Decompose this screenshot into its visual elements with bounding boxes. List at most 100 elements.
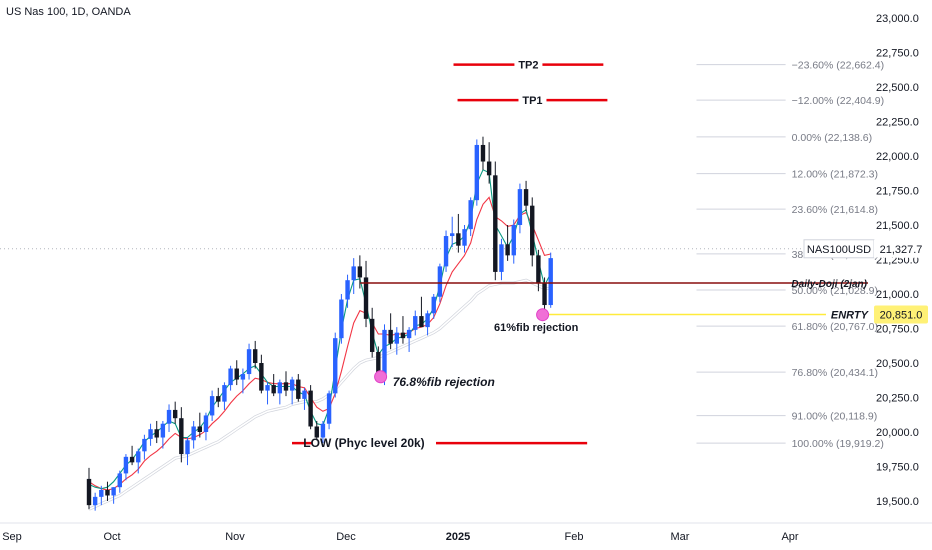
- x-tick-label: Apr: [781, 531, 798, 543]
- candle-body: [86, 478, 92, 506]
- candle-body: [376, 351, 381, 377]
- candle-body: [99, 489, 104, 497]
- annotation-label: 76.8%fib rejection: [393, 375, 495, 389]
- candle-body: [234, 368, 239, 380]
- candle-body: [462, 229, 467, 246]
- candle-body: [314, 426, 319, 438]
- x-tick-label: Mar: [671, 531, 690, 543]
- candle-body: [511, 225, 516, 256]
- y-tick-label: 23,000.0: [876, 13, 919, 25]
- x-tick-label: Dec: [336, 531, 356, 543]
- candle-body: [308, 390, 313, 427]
- fib-level-label: 23.60% (21,614.8): [792, 204, 878, 216]
- fib-level-label: 0.00% (22,138.6): [792, 132, 873, 144]
- candle-body: [142, 438, 147, 452]
- candle-body: [136, 451, 141, 463]
- candle-body: [154, 429, 159, 438]
- candle-body: [240, 374, 246, 380]
- candle-body: [517, 189, 523, 225]
- candle-body: [197, 426, 203, 432]
- candle-body: [296, 379, 301, 399]
- candle-body: [209, 396, 215, 416]
- fib-level-label: 50.00% (21,028.9): [792, 285, 878, 297]
- y-tick-label: 20,250.0: [876, 393, 919, 405]
- ema-slow-line: [88, 279, 551, 511]
- y-tick-label: 21,750.0: [876, 186, 919, 198]
- candle-body: [216, 396, 221, 402]
- candle-body: [542, 282, 547, 306]
- candle-body: [191, 426, 196, 441]
- y-tick-label: 22,000.0: [876, 151, 919, 163]
- candle-body: [394, 332, 399, 344]
- tp-label: TP2: [518, 60, 538, 72]
- last-price-label: 21,327.7: [880, 244, 923, 256]
- candle-body: [172, 409, 178, 419]
- candle-body: [320, 423, 326, 438]
- candle-body: [406, 329, 412, 339]
- candle-body: [265, 385, 270, 391]
- y-tick-label: 20,750.0: [876, 324, 919, 336]
- fib-level-label: 12.00% (21,872.3): [792, 169, 878, 181]
- candle-body: [382, 329, 387, 377]
- candle-body: [129, 456, 135, 463]
- candle-body: [111, 487, 116, 496]
- y-tick-label: 22,750.0: [876, 48, 919, 60]
- x-tick-label: Sep: [2, 531, 22, 543]
- candle-body: [253, 349, 258, 363]
- marker-dot: [536, 308, 550, 322]
- candle-body: [203, 415, 209, 432]
- candle-body: [259, 363, 264, 391]
- candle-body: [431, 296, 436, 314]
- fib-level-label: 100.00% (19,919.2): [792, 438, 884, 450]
- candle-body: [536, 255, 541, 283]
- candle-body: [333, 338, 338, 394]
- y-tick-label: 21,000.0: [876, 289, 919, 301]
- candle-body: [117, 473, 122, 488]
- candle-body: [228, 368, 233, 386]
- candle-body: [283, 382, 289, 391]
- candle-body: [548, 258, 553, 306]
- candle-body: [357, 266, 363, 278]
- y-tick-label: 20,500.0: [876, 358, 919, 370]
- candle-body: [345, 280, 350, 300]
- chart-title: US Nas 100, 1D, OANDA: [6, 6, 131, 18]
- entry-price-label: 20,851.0: [880, 310, 923, 322]
- candle-body: [530, 205, 535, 256]
- low-line-label: LOW (Phyc level 20k): [303, 436, 424, 450]
- y-tick-label: 19,500.0: [876, 496, 919, 508]
- candle-body: [413, 316, 418, 330]
- candle-body: [246, 349, 252, 375]
- fib-level-label: 91.00% (20,118.9): [792, 411, 878, 423]
- y-tick-label: 22,500.0: [876, 82, 919, 94]
- fib-level-label: 61.80% (20,767.0): [792, 321, 878, 333]
- candle-body: [92, 496, 98, 506]
- candle-body: [363, 277, 369, 319]
- candle-body: [523, 189, 529, 206]
- candle-body: [289, 379, 295, 391]
- candle-body: [499, 244, 504, 272]
- candle-body: [400, 332, 406, 339]
- last-price-badge: [874, 239, 928, 258]
- y-tick-label: 20,000.0: [876, 427, 919, 439]
- candle-body: [456, 233, 461, 246]
- candle-body: [351, 266, 356, 281]
- candle-body: [123, 456, 129, 474]
- entry-line-label: ENRTY: [831, 310, 870, 322]
- entry-price-badge: [874, 305, 928, 324]
- candle-body: [443, 236, 449, 267]
- candle-body: [185, 440, 190, 455]
- candle-body: [277, 382, 283, 394]
- x-tick-label: 2025: [446, 531, 470, 543]
- candle-body: [425, 313, 430, 328]
- ema-fast-line: [88, 169, 552, 490]
- y-tick-label: 22,250.0: [876, 117, 919, 129]
- fib-level-label: 76.80% (20,434.1): [792, 367, 878, 379]
- candle-body: [450, 233, 455, 237]
- candle-body: [302, 390, 307, 399]
- candle-body: [437, 266, 443, 297]
- symbol-label: NAS100USD: [807, 244, 871, 256]
- tp-label: TP1: [522, 95, 542, 107]
- candle-body: [474, 144, 480, 201]
